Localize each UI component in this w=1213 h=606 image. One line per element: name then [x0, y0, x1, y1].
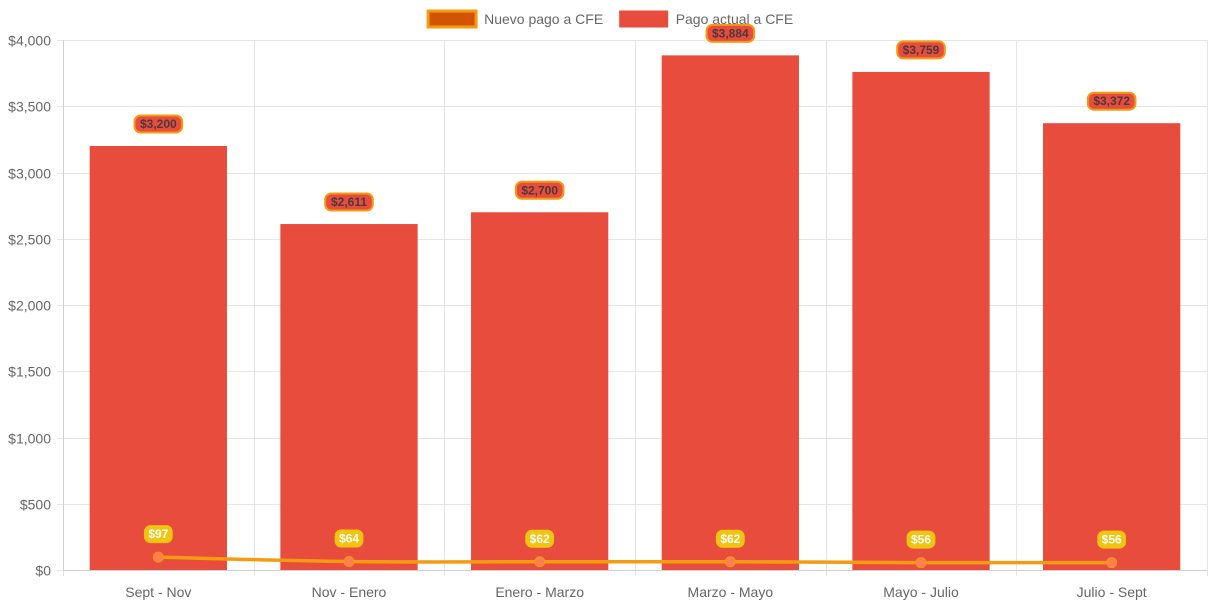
- data-label-box: [1086, 91, 1137, 111]
- data-label-text: $56: [1102, 533, 1122, 547]
- x-tick-label: Enero - Marzo: [495, 584, 584, 600]
- data-label-text: $3,200: [140, 117, 177, 131]
- y-tick-label: $0: [35, 563, 51, 579]
- data-label-box: [705, 23, 756, 43]
- data-label-text: $3,372: [1093, 94, 1130, 108]
- y-tick-label: $3,000: [8, 166, 51, 182]
- bar-series: [89, 55, 1181, 571]
- line-point[interactable]: [1106, 557, 1118, 569]
- data-label-box: [906, 530, 936, 549]
- line-value-label: $56: [906, 530, 936, 549]
- data-label-text: $3,759: [903, 43, 940, 57]
- data-labels: $3,200 $2,611 $2,700 $3,884 $3,759 $3,372 $97 $…: [133, 23, 1137, 549]
- x-tick-label: Marzo - Mayo: [688, 584, 774, 600]
- legend[interactable]: Nuevo pago a CFE Pago actual a CFE: [426, 9, 794, 29]
- data-label-text: $56: [911, 533, 931, 547]
- line-point[interactable]: [343, 556, 355, 568]
- data-label-text: $62: [720, 532, 740, 546]
- bar-value-label: $3,200: [133, 114, 184, 134]
- bar-value-label: $3,372: [1086, 91, 1137, 111]
- y-tick-label: $2,500: [8, 232, 51, 248]
- grid: [57, 40, 1208, 576]
- bar[interactable]: [280, 224, 418, 571]
- series-line: [156, 555, 1114, 565]
- legend-item-nuevo-pago[interactable]: Nuevo pago a CFE: [426, 9, 603, 29]
- line-value-label: $97: [143, 525, 173, 544]
- data-label-box: [133, 114, 184, 134]
- bar[interactable]: [1043, 123, 1181, 571]
- data-label-text: $2,611: [331, 195, 367, 209]
- legend-item-pago-actual[interactable]: Pago actual a CFE: [619, 10, 794, 28]
- bar-value-label: $2,611: [324, 192, 374, 212]
- line-point[interactable]: [152, 551, 164, 563]
- data-label-box: [525, 529, 555, 548]
- y-tick-label: $2,000: [8, 298, 51, 314]
- data-label-box: [715, 529, 745, 548]
- bar[interactable]: [661, 55, 799, 571]
- legend-swatch: [426, 9, 478, 29]
- bar-value-label: $2,700: [514, 180, 565, 200]
- x-axis: Sept - Nov Nov - Enero Enero - Marzo Marzo …: [63, 570, 1207, 600]
- bar-value-label: $3,884: [705, 23, 756, 43]
- legend-label: Nuevo pago a CFE: [484, 11, 603, 27]
- line-point[interactable]: [915, 557, 927, 569]
- data-label-text: $2,700: [521, 183, 558, 197]
- data-label-text: $3,884: [712, 26, 749, 40]
- bar[interactable]: [89, 146, 227, 570]
- data-label-box: [143, 525, 173, 544]
- data-label-box: [334, 529, 364, 548]
- y-axis: $0 $500 $1,000 $1,500 $2,000 $2,500 $3,000 $3,5…: [8, 33, 64, 579]
- line-value-label: $62: [715, 529, 745, 548]
- line-value-label: $62: [525, 529, 555, 548]
- line-point[interactable]: [724, 556, 736, 568]
- line-series: [152, 551, 1118, 569]
- x-tick-label: Sept - Nov: [125, 584, 191, 600]
- bar[interactable]: [852, 71, 990, 571]
- legend-swatch: [619, 10, 669, 28]
- bar-value-label: $3,759: [896, 40, 946, 60]
- data-label-box: [514, 180, 565, 200]
- y-tick-label: $500: [20, 497, 51, 513]
- line-value-label: $56: [1097, 530, 1127, 549]
- x-tick-label: Mayo - Julio: [883, 584, 959, 600]
- data-label-text: $62: [530, 532, 550, 546]
- y-tick-label: $1,000: [8, 431, 51, 447]
- data-label-box: [1097, 530, 1127, 549]
- bar[interactable]: [471, 212, 609, 570]
- legend-label: Pago actual a CFE: [676, 11, 794, 27]
- data-label-box: [324, 192, 374, 212]
- y-tick-label: $4,000: [8, 33, 51, 49]
- data-label-box: [896, 40, 946, 60]
- y-tick-label: $3,500: [8, 99, 51, 115]
- line-value-label: $64: [334, 529, 364, 548]
- x-tick-label: Nov - Enero: [312, 584, 387, 600]
- y-tick-label: $1,500: [8, 364, 51, 380]
- x-tick-label: Julio - Sept: [1077, 584, 1147, 600]
- data-label-text: $97: [148, 527, 168, 541]
- line-point[interactable]: [534, 556, 546, 568]
- data-label-text: $64: [339, 532, 359, 546]
